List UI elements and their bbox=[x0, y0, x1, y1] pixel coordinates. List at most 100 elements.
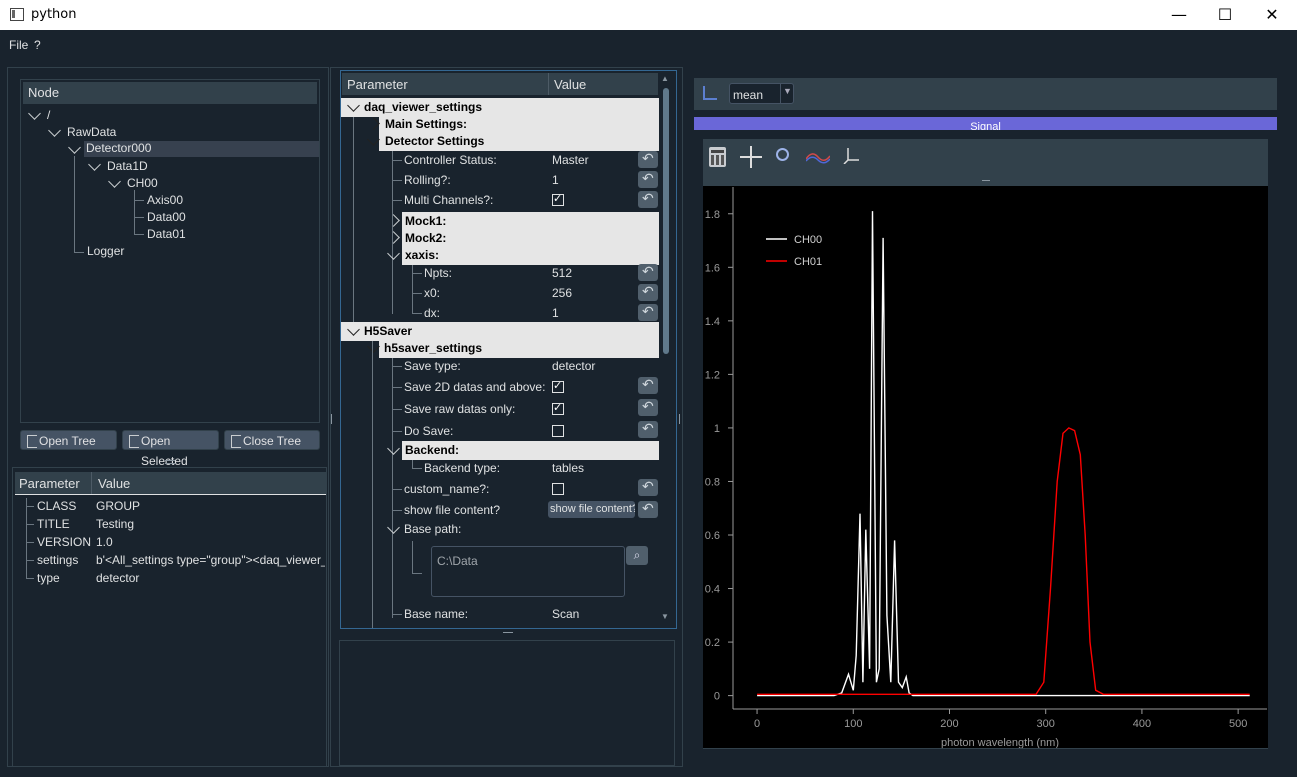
reset-icon[interactable] bbox=[638, 170, 658, 188]
attributes-table[interactable]: Parameter Value CLASS GROUP TITLE Testin… bbox=[12, 467, 327, 767]
backend-type-value[interactable]: tables bbox=[552, 461, 585, 475]
tree-node-detector000[interactable]: Detector000 bbox=[84, 141, 319, 157]
do-save-checkbox[interactable] bbox=[552, 425, 564, 437]
axes-icon[interactable] bbox=[843, 148, 859, 165]
menu-help[interactable]: ? bbox=[34, 38, 41, 52]
crosshair-icon[interactable] bbox=[740, 146, 762, 168]
controller-status-label: Controller Status: bbox=[404, 153, 497, 167]
save-2d-checkbox[interactable] bbox=[552, 379, 564, 393]
y-tick-label: 0.8 bbox=[705, 476, 720, 488]
group-main-settings[interactable]: Main Settings: bbox=[367, 115, 659, 134]
splitter-handle[interactable] bbox=[165, 460, 175, 464]
scroll-up-icon[interactable]: ▲ bbox=[661, 74, 669, 83]
save-type-value[interactable]: detector bbox=[552, 359, 596, 373]
expand-chevron-icon[interactable] bbox=[48, 124, 61, 137]
y-tick-label: 0 bbox=[714, 691, 720, 703]
axis-icon[interactable] bbox=[703, 86, 717, 100]
tree-node-data01[interactable]: Data01 bbox=[147, 227, 186, 241]
reset-icon[interactable] bbox=[638, 420, 658, 438]
mode-select[interactable]: mean ▼ bbox=[729, 83, 794, 104]
minimize-button[interactable]: — bbox=[1171, 5, 1187, 24]
lineout-icon[interactable] bbox=[805, 150, 831, 164]
group-h5saver-settings[interactable]: h5saver_settings bbox=[367, 339, 659, 358]
group-mock2[interactable]: Mock2: bbox=[387, 229, 659, 248]
save-type-label: Save type: bbox=[404, 359, 461, 373]
menu-file[interactable]: File bbox=[9, 38, 29, 52]
tree-node-rawdata[interactable]: RawData bbox=[67, 125, 117, 139]
multi-channels-checkbox[interactable] bbox=[552, 192, 564, 206]
splitter-handle[interactable] bbox=[982, 180, 990, 183]
npts-value[interactable]: 512 bbox=[552, 266, 573, 280]
scroll-down-icon[interactable]: ▼ bbox=[661, 612, 669, 621]
base-name-value[interactable]: Scan bbox=[552, 607, 580, 621]
reset-icon[interactable] bbox=[638, 500, 658, 518]
chevron-down-icon: ▼ bbox=[783, 86, 792, 96]
expand-chevron-icon[interactable] bbox=[28, 107, 41, 120]
y-tick-label: 1.8 bbox=[705, 209, 720, 221]
browse-folder-icon[interactable]: ⌕ bbox=[626, 546, 648, 565]
calculator-icon[interactable] bbox=[709, 147, 726, 167]
parameter-tree[interactable]: Parameter Value ▲ ▼ daq_viewer_settings … bbox=[340, 70, 677, 629]
reset-icon[interactable] bbox=[638, 190, 658, 208]
group-mock1[interactable]: Mock1: bbox=[387, 212, 659, 231]
attr-value: GROUP bbox=[96, 499, 141, 513]
save-raw-label: Save raw datas only: bbox=[404, 402, 516, 416]
tree-node-ch00[interactable]: CH00 bbox=[127, 176, 158, 190]
expand-chevron-icon[interactable] bbox=[88, 158, 101, 171]
tree-node-axis00[interactable]: Axis00 bbox=[147, 193, 184, 207]
tree-node-root[interactable]: / bbox=[47, 108, 51, 122]
attr-name: VERSION bbox=[37, 535, 92, 549]
x0-value[interactable]: 256 bbox=[552, 286, 573, 300]
x-axis-label: photon wavelength (nm) bbox=[941, 737, 1059, 748]
base-path-label: Base path: bbox=[404, 522, 462, 536]
dx-value[interactable]: 1 bbox=[552, 306, 559, 320]
params-col-value: Value bbox=[554, 77, 587, 92]
splitter-handle[interactable] bbox=[503, 632, 513, 635]
splitter-handle-right[interactable] bbox=[679, 414, 683, 424]
reset-icon[interactable] bbox=[638, 478, 658, 496]
app-icon bbox=[10, 8, 24, 21]
base-path-input[interactable]: C:\Data bbox=[431, 546, 625, 597]
group-daq-viewer-settings[interactable]: daq_viewer_settings bbox=[341, 98, 659, 117]
splitter-handle-left[interactable] bbox=[331, 414, 335, 424]
group-backend[interactable]: Backend: bbox=[387, 441, 659, 460]
reset-icon[interactable] bbox=[638, 376, 658, 394]
params-scrollbar-thumb[interactable] bbox=[663, 88, 669, 354]
signal-tab[interactable]: Signal bbox=[694, 117, 1277, 130]
attr-value: Testing bbox=[96, 517, 135, 531]
group-detector-settings[interactable]: Detector Settings bbox=[367, 132, 659, 151]
tree-node-data1d[interactable]: Data1D bbox=[107, 159, 148, 173]
maximize-button[interactable]: ☐ bbox=[1217, 5, 1233, 24]
do-save-label: Do Save: bbox=[404, 424, 454, 438]
reset-icon[interactable] bbox=[638, 150, 658, 168]
expand-chevron-icon[interactable] bbox=[108, 175, 121, 188]
controller-status-value[interactable]: Master bbox=[552, 153, 589, 167]
window-title: python bbox=[31, 7, 77, 22]
zoom-roi-icon[interactable] bbox=[776, 148, 789, 161]
dx-label: dx: bbox=[424, 306, 441, 320]
tree-node-logger[interactable]: Logger bbox=[87, 244, 125, 258]
node-tree[interactable]: Node / RawData Detector000 Data1D CH00 A… bbox=[20, 79, 320, 423]
spectrum-plot[interactable]: 0 100 200 300 400 500 0 0.2 0.4 0.6 0.8 1 1.2 1.4 1.6 1… bbox=[703, 186, 1268, 748]
group-h5saver[interactable]: H5Saver bbox=[341, 322, 659, 341]
save-raw-checkbox[interactable] bbox=[552, 401, 564, 415]
close-tree-icon bbox=[231, 435, 241, 448]
rolling-value[interactable]: 1 bbox=[552, 173, 559, 187]
expand-chevron-icon[interactable] bbox=[68, 141, 81, 154]
y-tick-label: 1.6 bbox=[705, 262, 720, 274]
reset-icon[interactable] bbox=[638, 303, 658, 321]
close-tree-button[interactable]: Close Tree bbox=[224, 430, 320, 450]
params-scrollbar[interactable]: ▲ ▼ bbox=[660, 74, 672, 622]
show-file-content-button[interactable]: show file content? bbox=[548, 501, 635, 518]
reset-icon[interactable] bbox=[638, 398, 658, 416]
open-selected-button[interactable]: Open Selected bbox=[122, 430, 219, 468]
plot-toolbar bbox=[703, 140, 1268, 176]
group-xaxis[interactable]: xaxis: bbox=[387, 246, 659, 265]
custom-name-checkbox[interactable] bbox=[552, 483, 564, 495]
open-tree-button[interactable]: Open Tree bbox=[20, 430, 117, 450]
reset-icon[interactable] bbox=[638, 283, 658, 301]
open-selected-icon bbox=[129, 435, 139, 448]
tree-node-data00[interactable]: Data00 bbox=[147, 210, 186, 224]
reset-icon[interactable] bbox=[638, 263, 658, 281]
close-button[interactable]: ✕ bbox=[1265, 5, 1279, 24]
